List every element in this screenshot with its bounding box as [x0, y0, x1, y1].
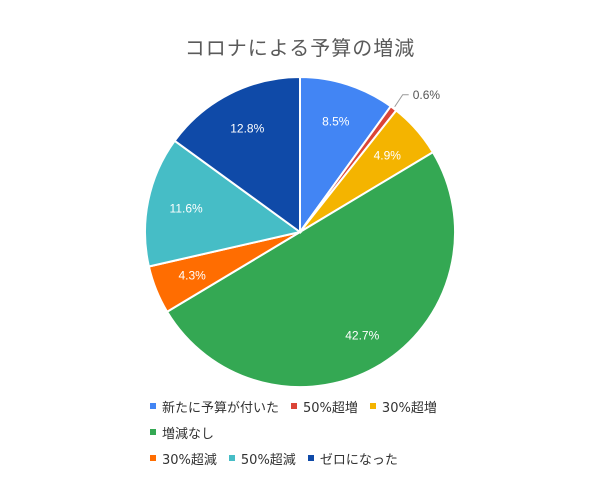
leader-line-1 — [394, 94, 409, 108]
legend-item-6: ゼロになった — [307, 449, 398, 468]
slice-label-0: 8.5% — [322, 114, 350, 128]
legend-item-1: 50%超増 — [291, 397, 358, 416]
pie-slice-5 — [144, 139, 303, 268]
legend-item-0: 新たに予算が付いた — [150, 397, 279, 416]
legend-swatch-4 — [150, 455, 156, 461]
legend-item-2: 30%超増 — [369, 397, 437, 416]
pie-slice-0 — [299, 75, 393, 236]
legend-swatch-2 — [369, 403, 376, 409]
legend-label-5: 50%超減 — [240, 452, 296, 468]
legend-item-4: 30%超減 — [150, 449, 217, 468]
slice-label-1: 0.6% — [413, 88, 441, 102]
chart-legend: 新たに予算が付いた 50%超増 30%超増増減なし 30%超減 50%超減 ゼロになった — [150, 393, 480, 471]
chart-title: コロナによる予算の増減 — [184, 36, 416, 60]
legend-item-3: 増減なし — [150, 423, 214, 442]
legend-swatch-0 — [150, 403, 156, 409]
legend-swatch-5 — [228, 455, 235, 461]
legend-label-0: 新たに予算が付いた — [162, 400, 280, 416]
legend-label-2: 30%超増 — [381, 400, 437, 416]
pie-slice-6 — [173, 75, 301, 234]
legend-label-1: 50%超増 — [303, 400, 358, 416]
legend-swatch-6 — [307, 455, 314, 461]
slice-label-5: 11.6% — [170, 202, 203, 216]
legend-swatch-3 — [150, 429, 156, 435]
legend-label-4: 30%超減 — [162, 452, 217, 468]
legend-row-1: 増減なし — [150, 419, 480, 445]
legend-row-2: 30%超減 50%超減 ゼロになった — [150, 445, 480, 471]
legend-item-5: 50%超減 — [228, 449, 296, 468]
legend-label-6: ゼロになった — [319, 452, 398, 468]
slice-label-2: 4.9% — [374, 148, 402, 162]
slice-label-3: 42.7% — [345, 329, 379, 343]
legend-swatch-1 — [291, 403, 298, 409]
slice-label-6: 12.8% — [230, 121, 264, 135]
legend-label-3: 増減なし — [162, 426, 215, 442]
legend-row-0: 新たに予算が付いた 50%超増 30%超増 — [150, 393, 480, 419]
pie-slice-3 — [165, 150, 456, 388]
slice-label-4: 4.3% — [178, 268, 206, 282]
